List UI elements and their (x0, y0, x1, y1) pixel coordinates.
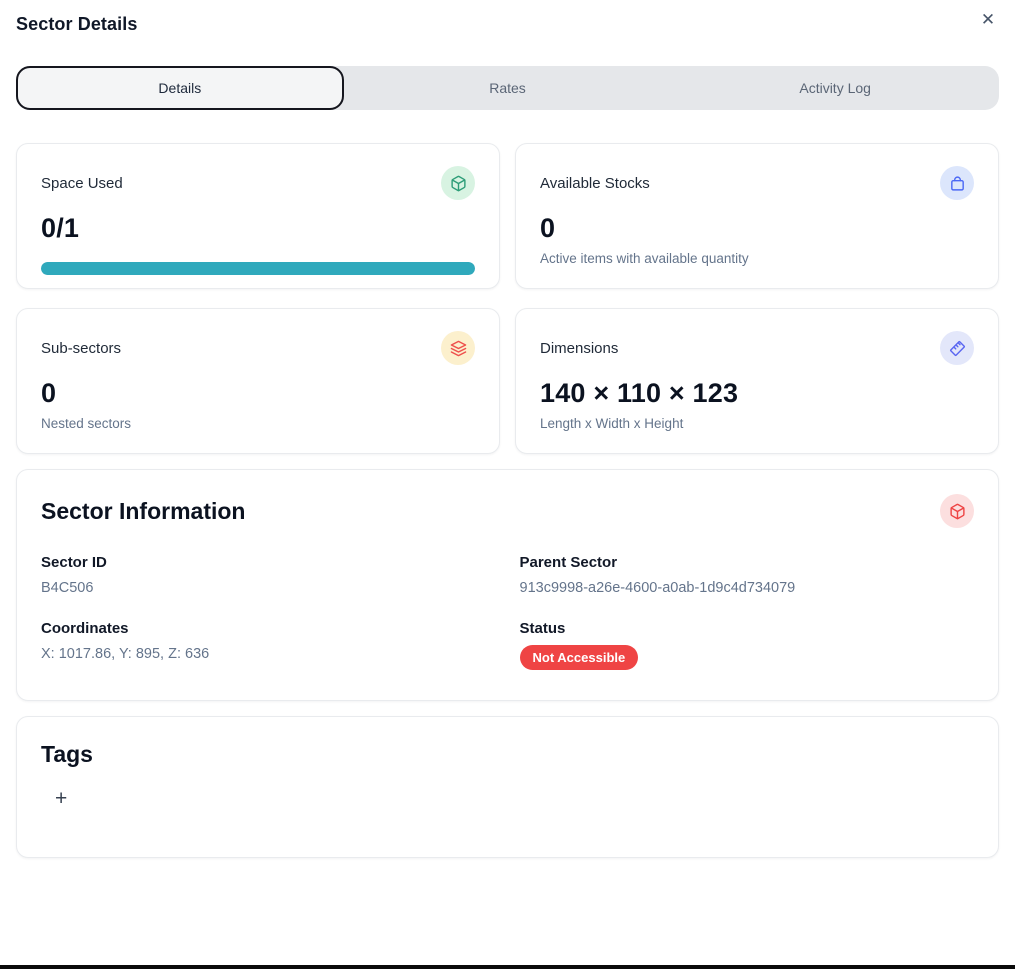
box-icon (940, 494, 974, 528)
status-field: Status Not Accessible (519, 620, 975, 670)
parent-sector-label: Parent Sector (519, 554, 618, 571)
parent-sector-value: 913c9998-a26e-4600-a0ab-1d9c4d734079 (519, 580, 796, 596)
sector-details-modal: Sector Details ✕ Details Rates Activity … (16, 0, 999, 858)
stat-card-grid: Space Used 0/1 Available Stocks (16, 143, 999, 454)
page-title: Sector Details (16, 14, 138, 34)
dimensions-label: Dimensions (540, 339, 619, 357)
ruler-icon (940, 331, 974, 365)
status-badge: Not Accessible (519, 645, 639, 670)
sub-sectors-subtitle: Nested sectors (41, 416, 132, 431)
tab-activity-log[interactable]: Activity Log (671, 66, 999, 110)
sector-id-label: Sector ID (41, 554, 107, 571)
space-used-progress (41, 262, 475, 275)
bottom-bar (0, 965, 1015, 969)
parent-sector-field: Parent Sector 913c9998-a26e-4600-a0ab-1d… (520, 554, 975, 596)
coordinates-field: Coordinates X: 1017.86, Y: 895, Z: 636 (41, 620, 496, 670)
sector-information-card: Sector Information Sector ID B4C506 Pare… (16, 469, 999, 701)
shopping-bag-icon (940, 166, 974, 200)
coordinates-label: Coordinates (41, 620, 129, 637)
add-tag-button[interactable]: + (55, 787, 68, 810)
sector-id-field: Sector ID B4C506 (41, 554, 496, 596)
modal-header: Sector Details ✕ (16, 0, 999, 35)
sub-sectors-label: Sub-sectors (41, 339, 122, 357)
coordinates-value: X: 1017.86, Y: 895, Z: 636 (41, 646, 210, 662)
tags-card: Tags + (16, 716, 999, 858)
sector-information-title: Sector Information (41, 497, 246, 524)
layers-icon (441, 331, 475, 365)
dimensions-card: Dimensions 140 × 110 × 123 Length x Widt… (515, 308, 999, 454)
dimensions-value: 140 × 110 × 123 (540, 378, 739, 408)
tags-title: Tags (41, 741, 93, 767)
space-used-value: 0/1 (41, 213, 80, 243)
status-label: Status (519, 620, 566, 637)
available-stocks-subtitle: Active items with available quantity (540, 251, 749, 266)
tab-rates[interactable]: Rates (344, 66, 672, 110)
tab-bar: Details Rates Activity Log (16, 66, 999, 110)
space-used-progress-fill (41, 262, 475, 275)
available-stocks-value: 0 (540, 213, 556, 243)
available-stocks-label: Available Stocks (540, 174, 650, 192)
sector-id-value: B4C506 (41, 580, 94, 596)
close-icon[interactable]: ✕ (977, 8, 999, 30)
sub-sectors-card: Sub-sectors 0 Nested sectors (16, 308, 500, 454)
space-used-label: Space Used (41, 174, 123, 192)
dimensions-subtitle: Length x Width x Height (540, 416, 684, 431)
sub-sectors-value: 0 (41, 378, 57, 408)
box-icon (441, 166, 475, 200)
tab-details[interactable]: Details (16, 66, 344, 110)
space-used-card: Space Used 0/1 (16, 143, 500, 289)
available-stocks-card: Available Stocks 0 Active items with ava… (515, 143, 999, 289)
